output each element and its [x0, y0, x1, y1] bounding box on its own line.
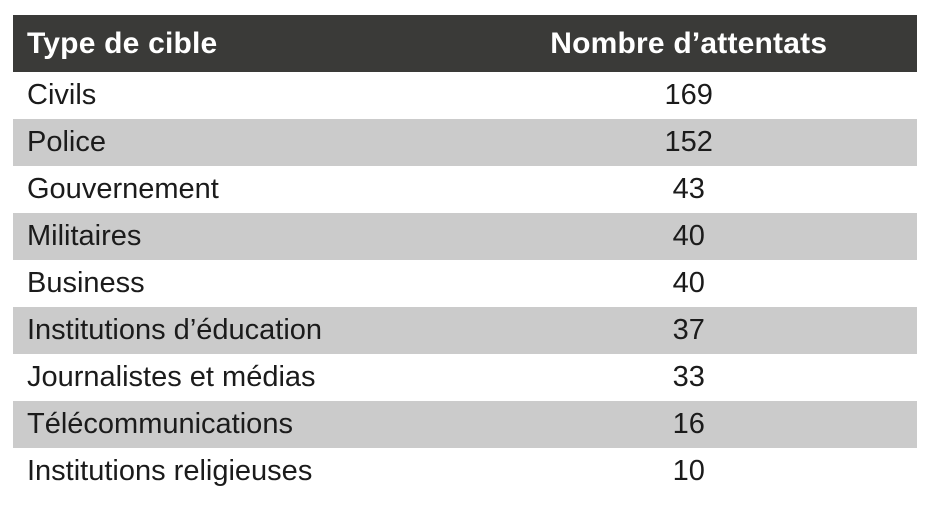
target-type-cell: Institutions d’éducation: [27, 314, 323, 346]
header-cell-attack-count: Nombre d’attentats: [460, 15, 917, 72]
table-row: Gouvernement 43: [13, 166, 917, 213]
attack-count-cell: 10: [672, 455, 705, 487]
target-type-cell: Gouvernement: [27, 173, 219, 205]
table-row: Institutions religieuses 10: [13, 448, 917, 495]
attack-count-cell: 16: [672, 408, 705, 440]
target-type-cell: Civils: [27, 79, 97, 111]
attack-count-cell: 40: [672, 220, 705, 252]
target-type-cell: Militaires: [27, 220, 142, 252]
table-row: Télécommunications 16: [13, 401, 917, 448]
table-row: Journalistes et médias 33: [13, 354, 917, 401]
table-row: Business 40: [13, 260, 917, 307]
attack-count-cell: 152: [664, 126, 713, 158]
target-type-cell: Télécommunications: [27, 408, 293, 440]
attacks-by-target-table: Type de cible Nombre d’attentats Civils 1…: [13, 15, 917, 495]
attacks-by-target-table-container: Type de cible Nombre d’attentats Civils 1…: [13, 15, 917, 495]
attack-count-cell: 37: [672, 314, 705, 346]
table-header: Type de cible Nombre d’attentats: [13, 15, 917, 72]
attack-count-cell: 33: [672, 361, 705, 393]
target-type-cell: Journalistes et médias: [27, 361, 316, 393]
attack-count-cell: 169: [664, 79, 713, 111]
table-body: Civils 169 Police 152 Gouvernement 43 Militair…: [13, 72, 917, 495]
header-cell-target-type: Type de cible: [13, 15, 461, 72]
table-row: Institutions d’éducation 37: [13, 307, 917, 354]
attack-count-cell: 40: [672, 267, 705, 299]
header-row: Type de cible Nombre d’attentats: [13, 15, 917, 72]
target-type-cell: Business: [27, 267, 145, 299]
table-row: Militaires 40: [13, 213, 917, 260]
table-row: Civils 169: [13, 72, 917, 119]
target-type-cell: Police: [27, 126, 106, 158]
attack-count-cell: 43: [672, 173, 705, 205]
target-type-cell: Institutions religieuses: [27, 455, 313, 487]
table-row: Police 152: [13, 119, 917, 166]
